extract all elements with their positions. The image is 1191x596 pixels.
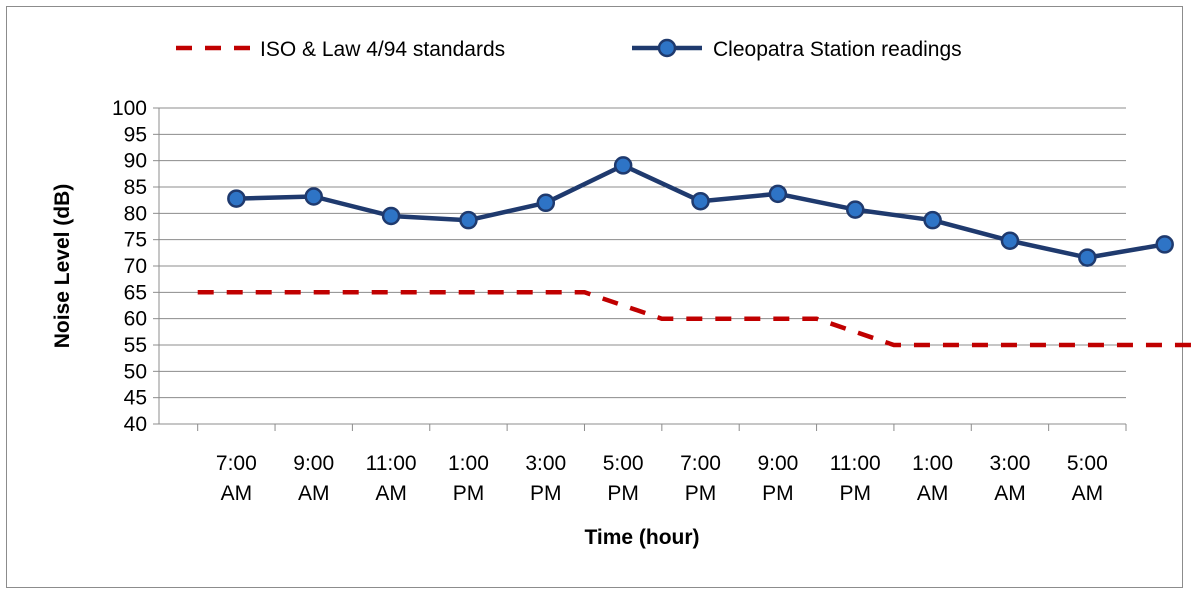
- readings-point: [1078, 248, 1097, 267]
- x-tick-label: 9:00 PM: [757, 452, 798, 505]
- x-tick-label: 1:00 PM: [448, 452, 489, 505]
- y-tick-label: 75: [124, 229, 147, 252]
- x-tick-label: 7:00 AM: [216, 452, 257, 505]
- y-tick-label: 65: [124, 281, 147, 304]
- y-tick-labels: 40 45 50 55 60 65 70 75 80 85 90 95 100: [112, 97, 147, 436]
- legend-readings-label: Cleopatra Station readings: [713, 38, 962, 61]
- y-tick-label: 95: [124, 123, 147, 146]
- readings-point: [613, 156, 633, 175]
- y-tick-label: 55: [124, 334, 147, 357]
- chart-frame: [6, 6, 1183, 588]
- x-tick-label: 11:00 PM: [830, 452, 881, 505]
- readings-point: [381, 206, 401, 226]
- y-tick-label: 40: [124, 413, 147, 436]
- x-tick-label: 3:00 PM: [525, 452, 566, 505]
- y-tick-label: 90: [124, 150, 147, 173]
- x-tick-label: 3:00 AM: [990, 452, 1031, 505]
- readings-point: [923, 210, 942, 230]
- readings-point: [691, 191, 710, 211]
- legend-readings-marker: [657, 38, 677, 58]
- x-tick-label: 11:00 AM: [366, 452, 417, 505]
- x-tick-label: 9:00 AM: [293, 452, 334, 505]
- readings-point: [1000, 231, 1020, 250]
- x-tick-label: 1:00 AM: [912, 452, 953, 505]
- y-axis-title: Noise Level (dB): [51, 184, 74, 349]
- y-tick-label: 60: [124, 308, 147, 331]
- x-axis-title: Time (hour): [584, 526, 699, 549]
- x-tick-label: 5:00 PM: [603, 452, 644, 505]
- series-layer: [197, 156, 1191, 348]
- y-tick-label: 45: [124, 387, 147, 410]
- legend: ISO & Law 4/94 standards Cleopatra Stati…: [176, 38, 962, 61]
- readings-point: [768, 184, 788, 204]
- x-tick-labels: 7:00 AM 9:00 AM 11:00 AM 1:00 PM 3:00 PM 5:00 PM 7:0…: [216, 452, 1108, 505]
- legend-standards-label: ISO & Law 4/94 standards: [260, 38, 505, 61]
- y-tick-label: 50: [124, 360, 147, 383]
- standards-line: [197, 290, 1191, 348]
- y-tick-label: 100: [112, 97, 147, 120]
- axes: [153, 107, 1127, 431]
- readings-point: [536, 193, 556, 213]
- y-tick-label: 80: [124, 202, 147, 225]
- readings-point: [459, 210, 478, 230]
- x-tick-label: 7:00 PM: [680, 452, 721, 505]
- readings-point: [227, 189, 246, 208]
- y-tick-label: 70: [124, 255, 147, 278]
- grid-lines: [159, 107, 1126, 399]
- y-tick-label: 85: [124, 176, 147, 199]
- readings-point: [845, 200, 865, 219]
- readings-point: [1155, 235, 1174, 254]
- x-tick-label: 5:00 AM: [1067, 452, 1108, 505]
- readings-line: [236, 163, 1166, 260]
- readings-point: [304, 187, 323, 206]
